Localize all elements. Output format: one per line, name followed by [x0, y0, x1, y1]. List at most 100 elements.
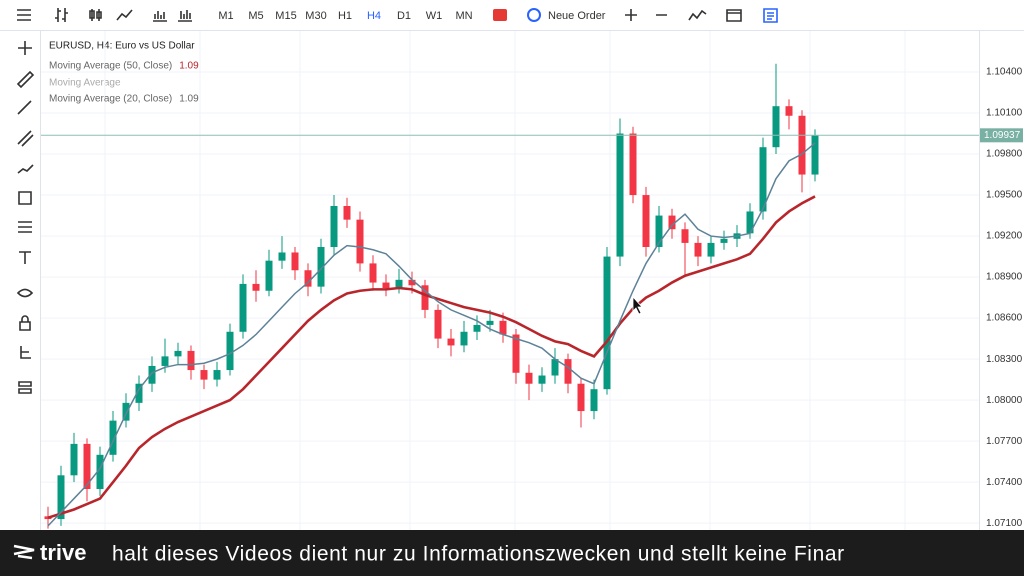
candles-button[interactable] [89, 9, 102, 21]
y-tick-label: 1.07700 [986, 436, 1023, 447]
logo-icon [13, 544, 35, 560]
candle-body [278, 252, 286, 261]
y-tick-label: 1.09500 [986, 190, 1023, 201]
candle-body [759, 147, 767, 212]
candle-body [148, 365, 156, 384]
order-icon [527, 8, 541, 22]
candle-body [122, 402, 130, 421]
candle-body [811, 135, 819, 175]
candle-body [525, 372, 533, 384]
y-tick-label: 1.10100 [986, 108, 1023, 119]
timeframe-button[interactable]: M30 [305, 10, 326, 22]
ruler-tool[interactable] [16, 70, 35, 89]
zoom-buttons[interactable] [625, 9, 667, 21]
candle-body [57, 475, 65, 520]
timeframe-button[interactable]: W1 [426, 10, 443, 22]
candle-body [395, 279, 403, 289]
candle-body [408, 279, 416, 286]
candle-body [772, 106, 780, 148]
candle-body [239, 283, 247, 332]
candle-body [135, 383, 143, 403]
trendline-tool[interactable] [17, 100, 32, 115]
candle-body [460, 331, 468, 346]
y-tick-label: 1.09200 [986, 231, 1023, 242]
layers-tool[interactable] [18, 381, 32, 394]
candle-body [291, 252, 299, 271]
candle-body [720, 238, 728, 243]
toolbar-icons [16, 8, 778, 394]
visibility-tool[interactable] [16, 288, 34, 298]
path-tool[interactable] [17, 164, 34, 174]
legend-label: Moving Average (20, Close) [49, 94, 172, 105]
candle-body [200, 370, 208, 380]
text-tool[interactable] [19, 251, 31, 264]
fib-tool[interactable] [18, 221, 32, 233]
shape-tool[interactable] [18, 191, 32, 205]
candle-body [499, 320, 507, 335]
candle-body [668, 215, 676, 230]
timeframe-button[interactable]: H4 [367, 10, 381, 22]
y-tick-label: 1.08000 [986, 395, 1023, 406]
bars-button[interactable] [55, 8, 68, 22]
timeframe-button[interactable]: M15 [275, 10, 296, 22]
timeframe-button[interactable]: D1 [397, 10, 411, 22]
candle-body [317, 247, 325, 287]
crosshair-tool[interactable] [18, 41, 32, 55]
logo: trive [40, 540, 86, 565]
volume-button[interactable] [153, 11, 167, 22]
journal-button[interactable] [763, 8, 778, 23]
hidden-indicator: Moving Average [49, 78, 121, 89]
candle-body [174, 350, 182, 357]
candle-body [252, 283, 260, 291]
caption: halt dieses Videos dient nur zu Informat… [112, 543, 845, 566]
candle-body [798, 115, 806, 175]
candle-body [304, 270, 312, 287]
candle-body [785, 106, 793, 116]
candle-body [694, 242, 702, 257]
y-tick-label: 1.09800 [986, 149, 1023, 160]
calendar-button[interactable] [726, 9, 742, 22]
candle-body [265, 260, 273, 291]
lock-tool[interactable] [19, 315, 31, 331]
candle-body [356, 219, 364, 264]
timeframe-button[interactable]: M5 [248, 10, 263, 22]
order-button[interactable]: Neue Order [548, 10, 606, 22]
candle-body [369, 263, 377, 283]
journal-lines [767, 12, 774, 20]
menu-button[interactable] [17, 9, 31, 21]
indicators-button[interactable] [688, 9, 707, 21]
candle-body [161, 356, 169, 366]
caption-bar [0, 530, 1024, 576]
legend-label: Moving Average (50, Close) [49, 61, 172, 72]
y-tick-label: 1.08300 [986, 354, 1023, 365]
candle-body [330, 205, 338, 248]
candle-body [564, 359, 572, 384]
candle-body [616, 133, 624, 257]
candle-body [447, 338, 455, 346]
candle-body [473, 324, 481, 332]
tree-tool[interactable] [20, 346, 31, 359]
candle-body [590, 389, 598, 412]
candle-body [70, 443, 78, 476]
mouse-cursor [632, 295, 643, 315]
legend-value: 1.09 [179, 61, 199, 72]
candle-body [226, 331, 234, 371]
candle-body [642, 195, 650, 248]
candle-body [96, 454, 104, 489]
timeframe-button[interactable]: MN [455, 10, 472, 22]
legend-value: 1.09 [179, 94, 199, 105]
y-tick-label: 1.08900 [986, 272, 1023, 283]
current-price-box [980, 128, 1023, 143]
line-button[interactable] [116, 9, 133, 21]
timeframe-button[interactable]: H1 [338, 10, 352, 22]
channel-tool[interactable] [17, 130, 34, 147]
candle-body [421, 285, 429, 310]
candle-body [382, 282, 390, 289]
candle-body [109, 420, 117, 455]
candle-body [434, 309, 442, 339]
histogram-button[interactable] [178, 10, 192, 22]
candle-body [603, 256, 611, 390]
timeframe-button[interactable]: M1 [218, 10, 233, 22]
candle-body [486, 320, 494, 325]
